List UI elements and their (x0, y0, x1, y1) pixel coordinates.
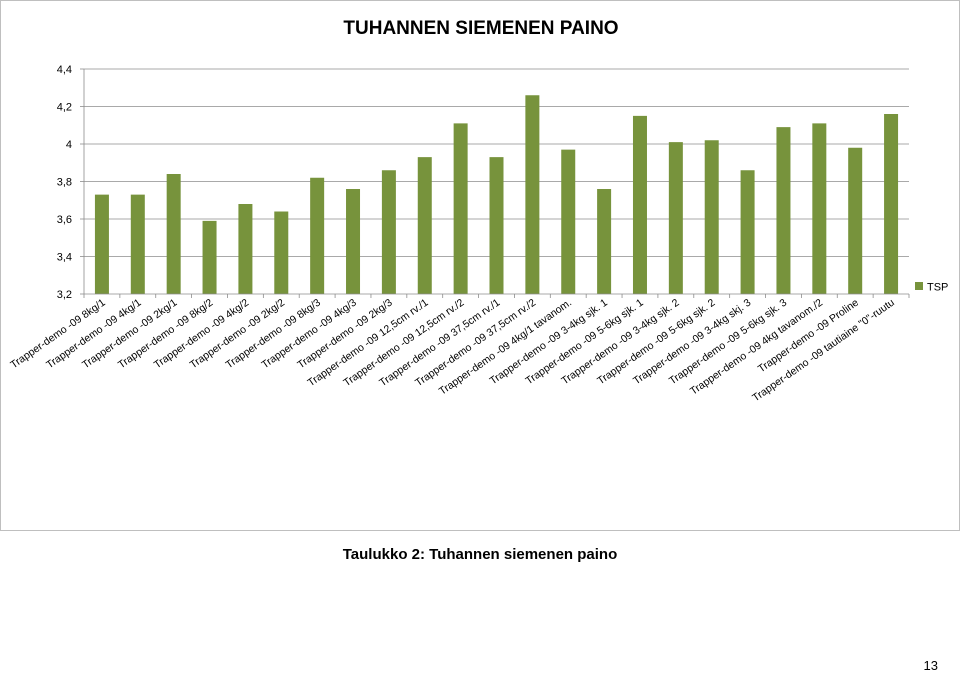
y-tick-label: 4 (66, 139, 72, 151)
bar (130, 194, 145, 294)
chart-frame: TUHANNEN SIEMENEN PAINO 3,2 3,4 3,6 3,8 4 4,2… (0, 0, 960, 531)
y-tick-label: 4,2 (57, 102, 72, 114)
bar (94, 194, 109, 294)
bar (525, 95, 540, 294)
bar (453, 123, 468, 294)
bar (274, 211, 289, 294)
legend-swatch (915, 282, 923, 290)
bar (489, 157, 504, 294)
bar (166, 174, 181, 294)
bar (884, 114, 899, 294)
chart-title: TUHANNEN SIEMENEN PAINO (343, 18, 618, 39)
figure-caption: Taulukko 2: Tuhannen siemenen paino (342, 546, 618, 563)
y-tick-label: 3,6 (57, 214, 72, 226)
legend-label: TSP (927, 282, 948, 294)
bar (668, 142, 683, 294)
legend: TSP (915, 282, 948, 294)
bar (417, 157, 432, 294)
y-axis-ticks: 3,2 3,4 3,6 3,8 4 4,2 4,4 (57, 64, 72, 301)
y-tick-label: 3,8 (57, 177, 72, 189)
bar (704, 140, 719, 294)
bar (776, 127, 791, 294)
bar (812, 123, 827, 294)
page-number: 13 (923, 658, 938, 673)
y-tick-label: 4,4 (57, 64, 72, 76)
bar (848, 147, 863, 294)
bar (381, 170, 396, 294)
chart-svg: TUHANNEN SIEMENEN PAINO 3,2 3,4 3,6 3,8 4 4,2… (8, 18, 948, 405)
axes (83, 69, 910, 298)
y-tick-label: 3,2 (57, 289, 72, 301)
y-tick-label: 3,4 (57, 252, 72, 264)
bar (238, 204, 253, 294)
bars (94, 95, 899, 294)
bar (346, 189, 361, 294)
bar (310, 177, 325, 294)
bar (561, 149, 576, 294)
bar (740, 170, 755, 294)
bar (632, 115, 647, 294)
bar (202, 220, 217, 294)
bar (597, 189, 612, 294)
